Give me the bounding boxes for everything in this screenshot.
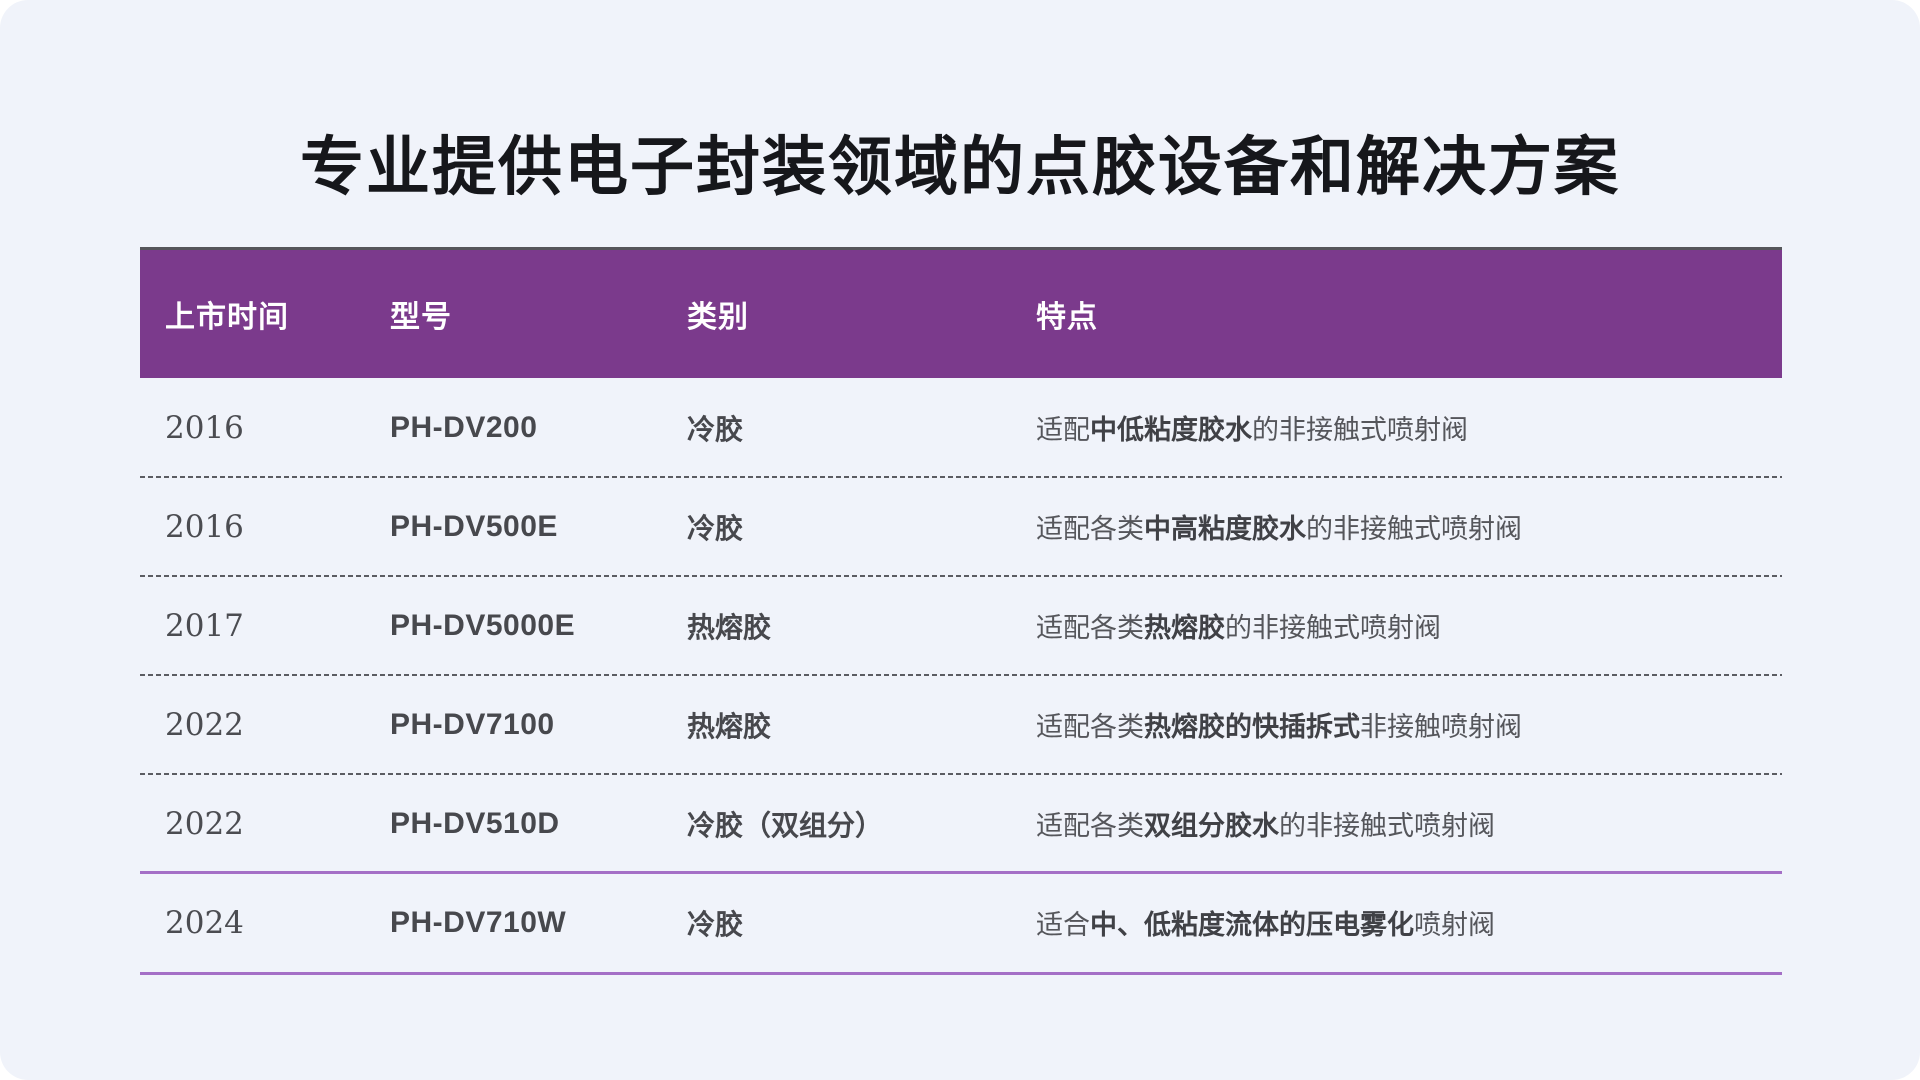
cell-launch-year: 2022	[165, 706, 244, 743]
cell-launch-year: 2024	[165, 904, 244, 941]
header-launch-time: 上市时间	[165, 301, 289, 334]
cell-model: PH-DV5000E	[390, 608, 576, 642]
header-feature: 特点	[1036, 301, 1098, 334]
cell-category: 冷胶	[687, 413, 744, 445]
cell-feature: 适配各类热熔胶的快插拆式非接触喷射阀	[1036, 712, 1522, 742]
table-row: 2016 PH-DV200 冷胶 适配中低粘度胶水的非接触式喷射阀	[140, 378, 1782, 477]
cell-feature: 适合中、低粘度流体的压电雾化喷射阀	[1036, 910, 1495, 940]
cell-category: 冷胶	[687, 908, 744, 940]
cell-model: PH-DV7100	[390, 707, 555, 741]
cell-model: PH-DV710W	[390, 905, 567, 939]
cell-launch-year: 2017	[165, 607, 244, 644]
header-model: 型号	[390, 301, 452, 334]
cell-category: 冷胶（双组分）	[687, 809, 884, 841]
cell-launch-year: 2016	[165, 409, 244, 446]
product-table: 上市时间 型号 类别 特点 2016 PH-DV200 冷胶 适配中低粘度胶水的…	[140, 247, 1782, 975]
table-header-row: 上市时间 型号 类别 特点	[140, 247, 1782, 378]
cell-launch-year: 2016	[165, 508, 244, 545]
cell-launch-year: 2022	[165, 805, 244, 842]
cell-category: 热熔胶	[687, 611, 772, 643]
table-row: 2022 PH-DV7100 热熔胶 适配各类热熔胶的快插拆式非接触喷射阀	[140, 674, 1782, 774]
cell-model: PH-DV510D	[390, 806, 560, 840]
cell-feature: 适配各类热熔胶的非接触式喷射阀	[1036, 613, 1441, 643]
cell-feature: 适配中低粘度胶水的非接触式喷射阀	[1036, 415, 1468, 445]
cell-category: 冷胶	[687, 512, 744, 544]
page-title: 专业提供电子封装领域的点胶设备和解决方案	[300, 131, 1620, 203]
cell-category: 热熔胶	[687, 710, 772, 742]
table-row: 2017 PH-DV5000E 热熔胶 适配各类热熔胶的非接触式喷射阀	[140, 575, 1782, 675]
header-category: 类别	[687, 301, 749, 334]
cell-feature: 适配各类双组分胶水的非接触式喷射阀	[1036, 811, 1495, 841]
table-row: 2016 PH-DV500E 冷胶 适配各类中高粘度胶水的非接触式喷射阀	[140, 476, 1782, 576]
table-body: 2016 PH-DV200 冷胶 适配中低粘度胶水的非接触式喷射阀 2016 P…	[140, 378, 1782, 975]
table-row: 2024 PH-DV710W 冷胶 适合中、低粘度流体的压电雾化喷射阀	[140, 871, 1782, 972]
cell-feature: 适配各类中高粘度胶水的非接触式喷射阀	[1036, 514, 1522, 544]
table-row: 2022 PH-DV510D 冷胶（双组分） 适配各类双组分胶水的非接触式喷射阀	[140, 773, 1782, 873]
cell-model: PH-DV500E	[390, 509, 558, 543]
cell-model: PH-DV200	[390, 410, 538, 444]
